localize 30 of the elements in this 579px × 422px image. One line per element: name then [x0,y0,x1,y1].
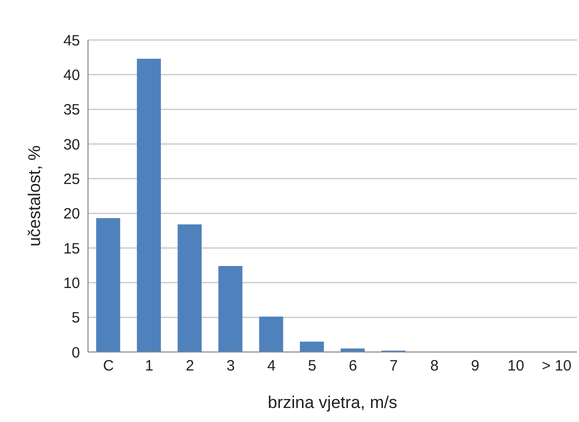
x-tick-label: 5 [308,358,316,375]
x-tick-label: 10 [508,358,524,375]
y-tick-label: 35 [63,102,80,119]
y-tick-label: 10 [63,274,80,292]
bar [300,342,324,352]
y-tick-label: 45 [63,32,80,50]
x-tick-label: 4 [267,358,276,375]
y-tick-label: 30 [63,136,80,154]
x-tick-label: 6 [348,358,358,375]
x-tick-label: C [102,358,114,375]
x-tick-label: 2 [186,358,194,375]
y-tick-label: 5 [72,310,80,327]
y-tick-label: 0 [72,344,80,362]
y-tick-label: 15 [63,240,80,258]
bar [218,266,242,352]
x-tick-label: 8 [430,358,439,375]
x-tick-label: 1 [144,358,154,375]
x-axis-title: brzina vjetra, m/s [268,393,398,412]
y-tick-label: 40 [63,66,80,84]
x-tick-label: 7 [389,358,398,375]
y-tick-label: 25 [63,170,80,188]
y-tick-label: 20 [63,206,80,223]
x-tick-label: 9 [470,358,480,375]
x-tick-label: 3 [226,358,235,375]
y-axis-title: učestalost, % [25,145,44,247]
bar [136,58,161,352]
bar [178,224,202,352]
bar [259,316,284,352]
x-tick-label: > 10 [542,358,572,375]
bar [96,218,120,352]
